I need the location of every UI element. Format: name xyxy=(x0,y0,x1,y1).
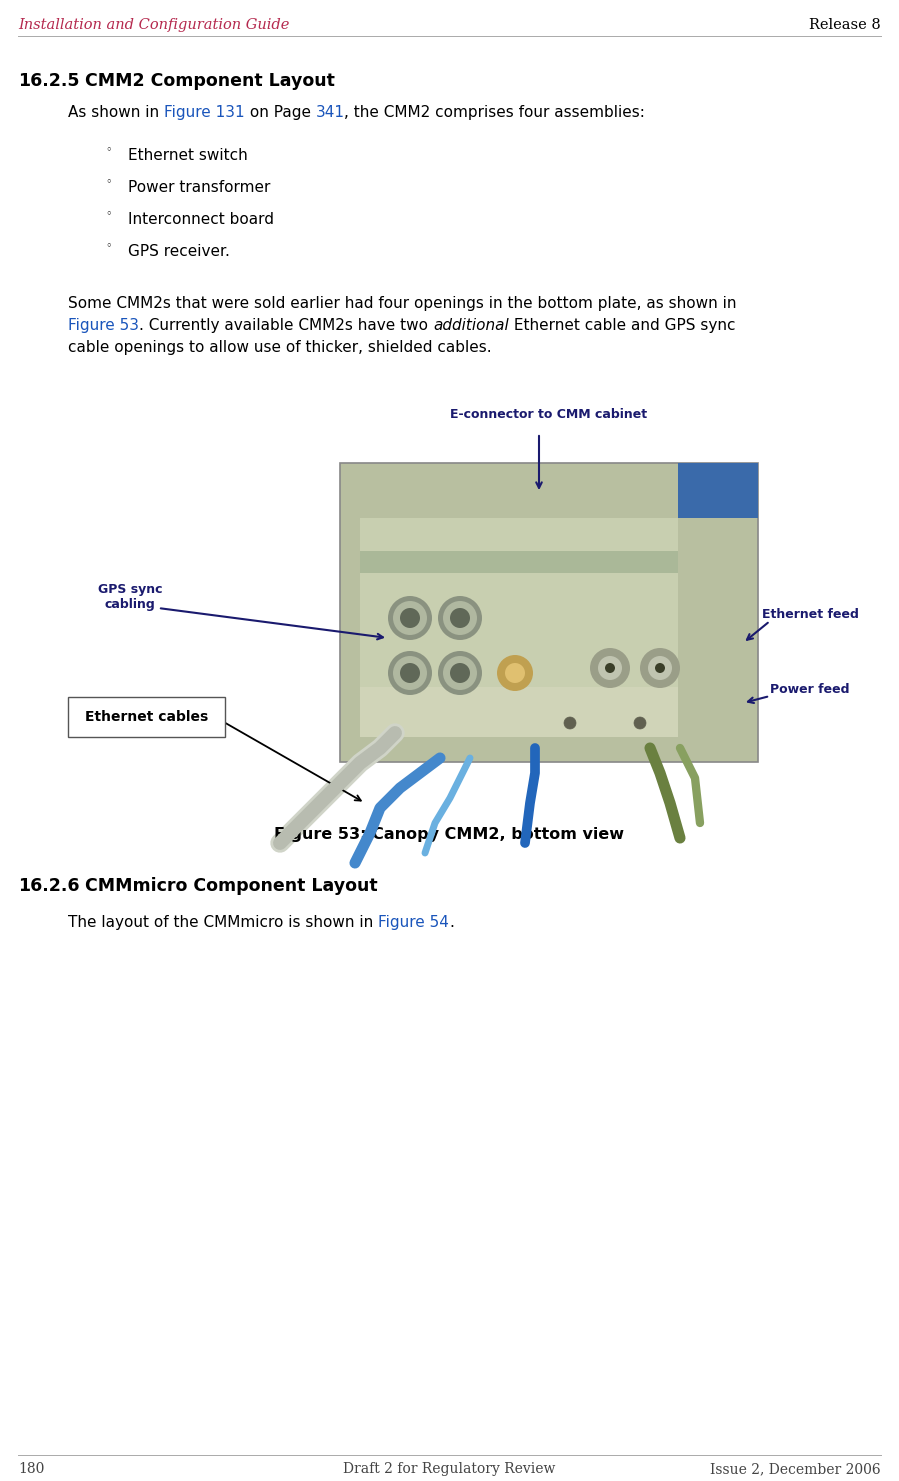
Circle shape xyxy=(605,663,615,672)
Circle shape xyxy=(497,655,533,692)
Bar xyxy=(68,698,225,738)
Text: Ethernet switch: Ethernet switch xyxy=(128,148,248,163)
Text: additional: additional xyxy=(433,318,509,333)
Text: , the CMM2 comprises four assemblies:: , the CMM2 comprises four assemblies: xyxy=(344,105,645,120)
Text: ◦: ◦ xyxy=(105,178,111,187)
Circle shape xyxy=(400,663,420,683)
Text: As shown in: As shown in xyxy=(68,105,164,120)
Text: 16.2.5: 16.2.5 xyxy=(18,73,79,90)
Circle shape xyxy=(655,663,665,672)
Circle shape xyxy=(400,609,420,628)
Bar xyxy=(360,551,678,573)
Text: Some CMM2s that were sold earlier had four openings in the bottom plate, as show: Some CMM2s that were sold earlier had fo… xyxy=(68,296,736,311)
Text: 341: 341 xyxy=(316,105,344,120)
Text: .: . xyxy=(449,915,454,930)
Circle shape xyxy=(505,663,525,683)
Circle shape xyxy=(443,601,477,635)
Text: Ethernet feed: Ethernet feed xyxy=(761,609,859,621)
Circle shape xyxy=(648,656,672,680)
Text: CMMmicro Component Layout: CMMmicro Component Layout xyxy=(85,877,378,895)
Text: Power feed: Power feed xyxy=(770,683,850,696)
Circle shape xyxy=(564,717,576,729)
Text: Draft 2 for Regulatory Review: Draft 2 for Regulatory Review xyxy=(343,1462,556,1477)
Circle shape xyxy=(640,649,680,689)
Text: CMM2 Component Layout: CMM2 Component Layout xyxy=(85,73,334,90)
Circle shape xyxy=(443,656,477,690)
Text: Ethernet cable and GPS sync: Ethernet cable and GPS sync xyxy=(509,318,735,333)
Text: ◦: ◦ xyxy=(105,241,111,250)
Text: Release 8: Release 8 xyxy=(809,18,881,33)
Circle shape xyxy=(388,652,432,695)
Circle shape xyxy=(450,609,470,628)
Circle shape xyxy=(393,601,427,635)
Circle shape xyxy=(438,652,482,695)
Circle shape xyxy=(393,656,427,690)
Circle shape xyxy=(634,717,646,729)
Text: GPS sync
cabling: GPS sync cabling xyxy=(98,584,162,612)
Circle shape xyxy=(450,663,470,683)
Text: ◦: ◦ xyxy=(105,145,111,156)
Circle shape xyxy=(598,656,622,680)
Bar xyxy=(340,464,758,763)
Text: . Currently available CMM2s have two: . Currently available CMM2s have two xyxy=(139,318,433,333)
Text: Figure 131: Figure 131 xyxy=(164,105,245,120)
Text: Ethernet cables: Ethernet cables xyxy=(85,709,209,724)
Bar xyxy=(678,464,758,518)
Text: Interconnect board: Interconnect board xyxy=(128,212,274,227)
Circle shape xyxy=(590,649,630,689)
Text: Power transformer: Power transformer xyxy=(128,181,271,195)
Text: The layout of the CMMmicro is shown in: The layout of the CMMmicro is shown in xyxy=(68,915,378,930)
Text: Issue 2, December 2006: Issue 2, December 2006 xyxy=(710,1462,881,1477)
Text: ◦: ◦ xyxy=(105,209,111,219)
Bar xyxy=(360,518,678,738)
Circle shape xyxy=(438,595,482,640)
Text: 180: 180 xyxy=(18,1462,44,1477)
Text: E-connector to CMM cabinet: E-connector to CMM cabinet xyxy=(450,407,647,421)
Text: cable openings to allow use of thicker, shielded cables.: cable openings to allow use of thicker, … xyxy=(68,341,492,355)
Bar xyxy=(360,687,678,738)
Text: Figure 53: Figure 53 xyxy=(68,318,139,333)
Text: Installation and Configuration Guide: Installation and Configuration Guide xyxy=(18,18,289,33)
Text: on Page: on Page xyxy=(245,105,316,120)
Text: Figure 54: Figure 54 xyxy=(378,915,449,930)
Text: Figure 53: Canopy CMM2, bottom view: Figure 53: Canopy CMM2, bottom view xyxy=(274,826,624,843)
Text: GPS receiver.: GPS receiver. xyxy=(128,244,230,259)
Circle shape xyxy=(388,595,432,640)
Text: 16.2.6: 16.2.6 xyxy=(18,877,79,895)
